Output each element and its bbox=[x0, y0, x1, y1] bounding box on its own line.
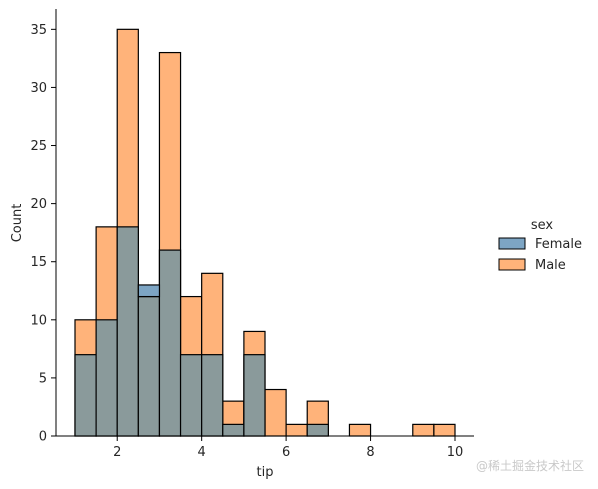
y-axis-label: Count bbox=[10, 204, 25, 243]
bar-overlap bbox=[74, 354, 97, 437]
legend-swatch-female bbox=[498, 237, 526, 250]
x-tick-label: 8 bbox=[366, 445, 374, 460]
bar-overlap bbox=[95, 319, 118, 437]
y-tick-label: 0 bbox=[39, 430, 47, 445]
x-tick-label: 4 bbox=[198, 445, 206, 460]
x-axis-label: tip bbox=[257, 465, 274, 480]
bar-overlap bbox=[158, 249, 182, 437]
bar-overlap bbox=[179, 354, 203, 437]
bar-male bbox=[285, 423, 308, 437]
bar-overlap bbox=[201, 354, 224, 437]
overlap-bars-group bbox=[74, 226, 329, 437]
female-extra-bars-group bbox=[137, 284, 161, 298]
x-tick-label: 2 bbox=[113, 445, 121, 460]
bar-female bbox=[137, 284, 161, 298]
y-tick-label: 15 bbox=[30, 255, 47, 270]
axes-group: 2 4 6 8 10 0 5 10 15 20 25 30 35 bbox=[30, 9, 474, 460]
legend-label-male: Male bbox=[535, 258, 566, 273]
y-tick-label: 10 bbox=[30, 313, 47, 328]
bar-overlap bbox=[306, 423, 329, 437]
x-tick-label: 6 bbox=[282, 445, 290, 460]
y-tick-label: 5 bbox=[39, 371, 47, 386]
watermark-text: @稀土掘金技术社区 bbox=[476, 458, 584, 473]
bar-male bbox=[412, 423, 435, 437]
y-tick-label: 35 bbox=[30, 23, 47, 38]
bar-male bbox=[433, 423, 456, 437]
bar-overlap bbox=[116, 226, 139, 437]
bar-overlap bbox=[243, 354, 266, 437]
y-tick-label: 20 bbox=[30, 197, 47, 212]
legend: sex Female Male bbox=[498, 218, 582, 273]
bar-overlap bbox=[137, 295, 161, 437]
bar-male bbox=[264, 388, 287, 437]
bar-overlap bbox=[222, 423, 245, 437]
y-tick-label: 30 bbox=[30, 81, 47, 96]
legend-label-female: Female bbox=[535, 237, 582, 252]
bar-male bbox=[348, 423, 372, 437]
y-tick-label: 25 bbox=[30, 139, 47, 154]
legend-swatch-male bbox=[498, 258, 526, 271]
x-tick-label: 10 bbox=[447, 445, 464, 460]
legend-title: sex bbox=[531, 218, 554, 233]
